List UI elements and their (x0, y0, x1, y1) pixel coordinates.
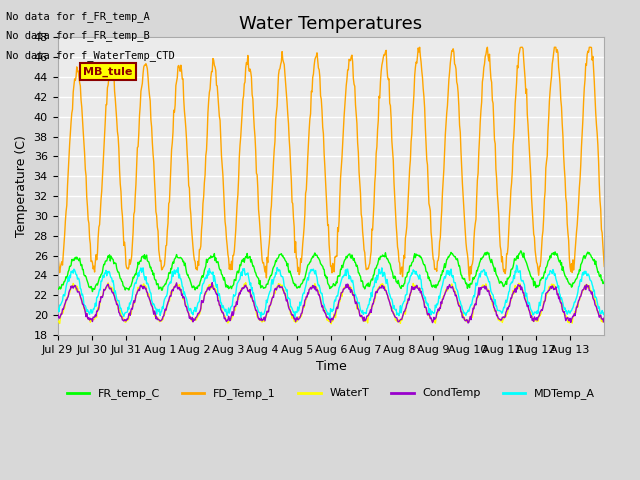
Text: No data for f_FR_temp_B: No data for f_FR_temp_B (6, 30, 150, 41)
X-axis label: Time: Time (316, 360, 346, 373)
Legend: FR_temp_C, FD_Temp_1, WaterT, CondTemp, MDTemp_A: FR_temp_C, FD_Temp_1, WaterT, CondTemp, … (62, 384, 600, 404)
Text: MB_tule: MB_tule (83, 66, 132, 77)
Text: No data for f_WaterTemp_CTD: No data for f_WaterTemp_CTD (6, 49, 175, 60)
Y-axis label: Temperature (C): Temperature (C) (15, 135, 28, 237)
Text: No data for f_FR_temp_A: No data for f_FR_temp_A (6, 11, 150, 22)
Title: Water Temperatures: Water Temperatures (239, 15, 422, 33)
